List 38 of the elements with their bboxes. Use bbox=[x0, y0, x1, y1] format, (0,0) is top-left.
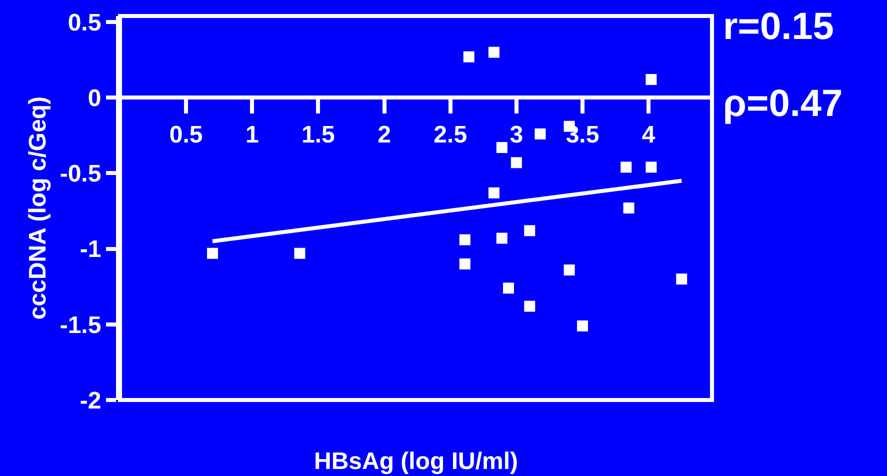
point bbox=[676, 274, 688, 285]
y-axis-title: cccDNA (log c/Geq) bbox=[24, 96, 52, 320]
y-tick-label: 0 bbox=[88, 85, 102, 112]
point bbox=[577, 320, 588, 332]
point bbox=[459, 258, 470, 270]
x-tick-label: 2.5 bbox=[434, 121, 468, 148]
point bbox=[623, 202, 634, 214]
x-tick-label: 1.5 bbox=[302, 121, 335, 148]
point bbox=[503, 282, 514, 294]
point bbox=[488, 187, 500, 198]
point bbox=[207, 248, 218, 259]
y-tick-label: 0.5 bbox=[68, 9, 102, 36]
point bbox=[534, 128, 546, 140]
point bbox=[510, 157, 522, 168]
point bbox=[463, 51, 474, 62]
x-tick-label: 2 bbox=[378, 121, 391, 148]
y-tick-label: -1 bbox=[80, 236, 102, 264]
point bbox=[564, 264, 575, 276]
x-tick-label: 1 bbox=[245, 121, 259, 148]
point bbox=[524, 300, 536, 312]
point bbox=[646, 74, 657, 85]
y-tick-label: -1.5 bbox=[60, 312, 102, 339]
point bbox=[294, 248, 306, 259]
x-axis-title: HBsAg (log IU/ml) bbox=[314, 448, 518, 475]
text: ρ=0.47 bbox=[723, 83, 843, 125]
point bbox=[646, 162, 657, 173]
text: r=0.15 bbox=[723, 6, 834, 48]
point bbox=[496, 142, 508, 154]
point bbox=[620, 162, 632, 173]
y-tick-label: -0.5 bbox=[60, 160, 102, 188]
point bbox=[488, 46, 500, 58]
point bbox=[459, 234, 470, 246]
point bbox=[524, 225, 536, 236]
point bbox=[496, 232, 508, 244]
y-tick-label: -2 bbox=[80, 387, 102, 414]
x-tick-label: 4 bbox=[642, 121, 656, 148]
x-tick-label: 3 bbox=[510, 121, 524, 148]
x-tick-label: 0.5 bbox=[169, 121, 203, 148]
